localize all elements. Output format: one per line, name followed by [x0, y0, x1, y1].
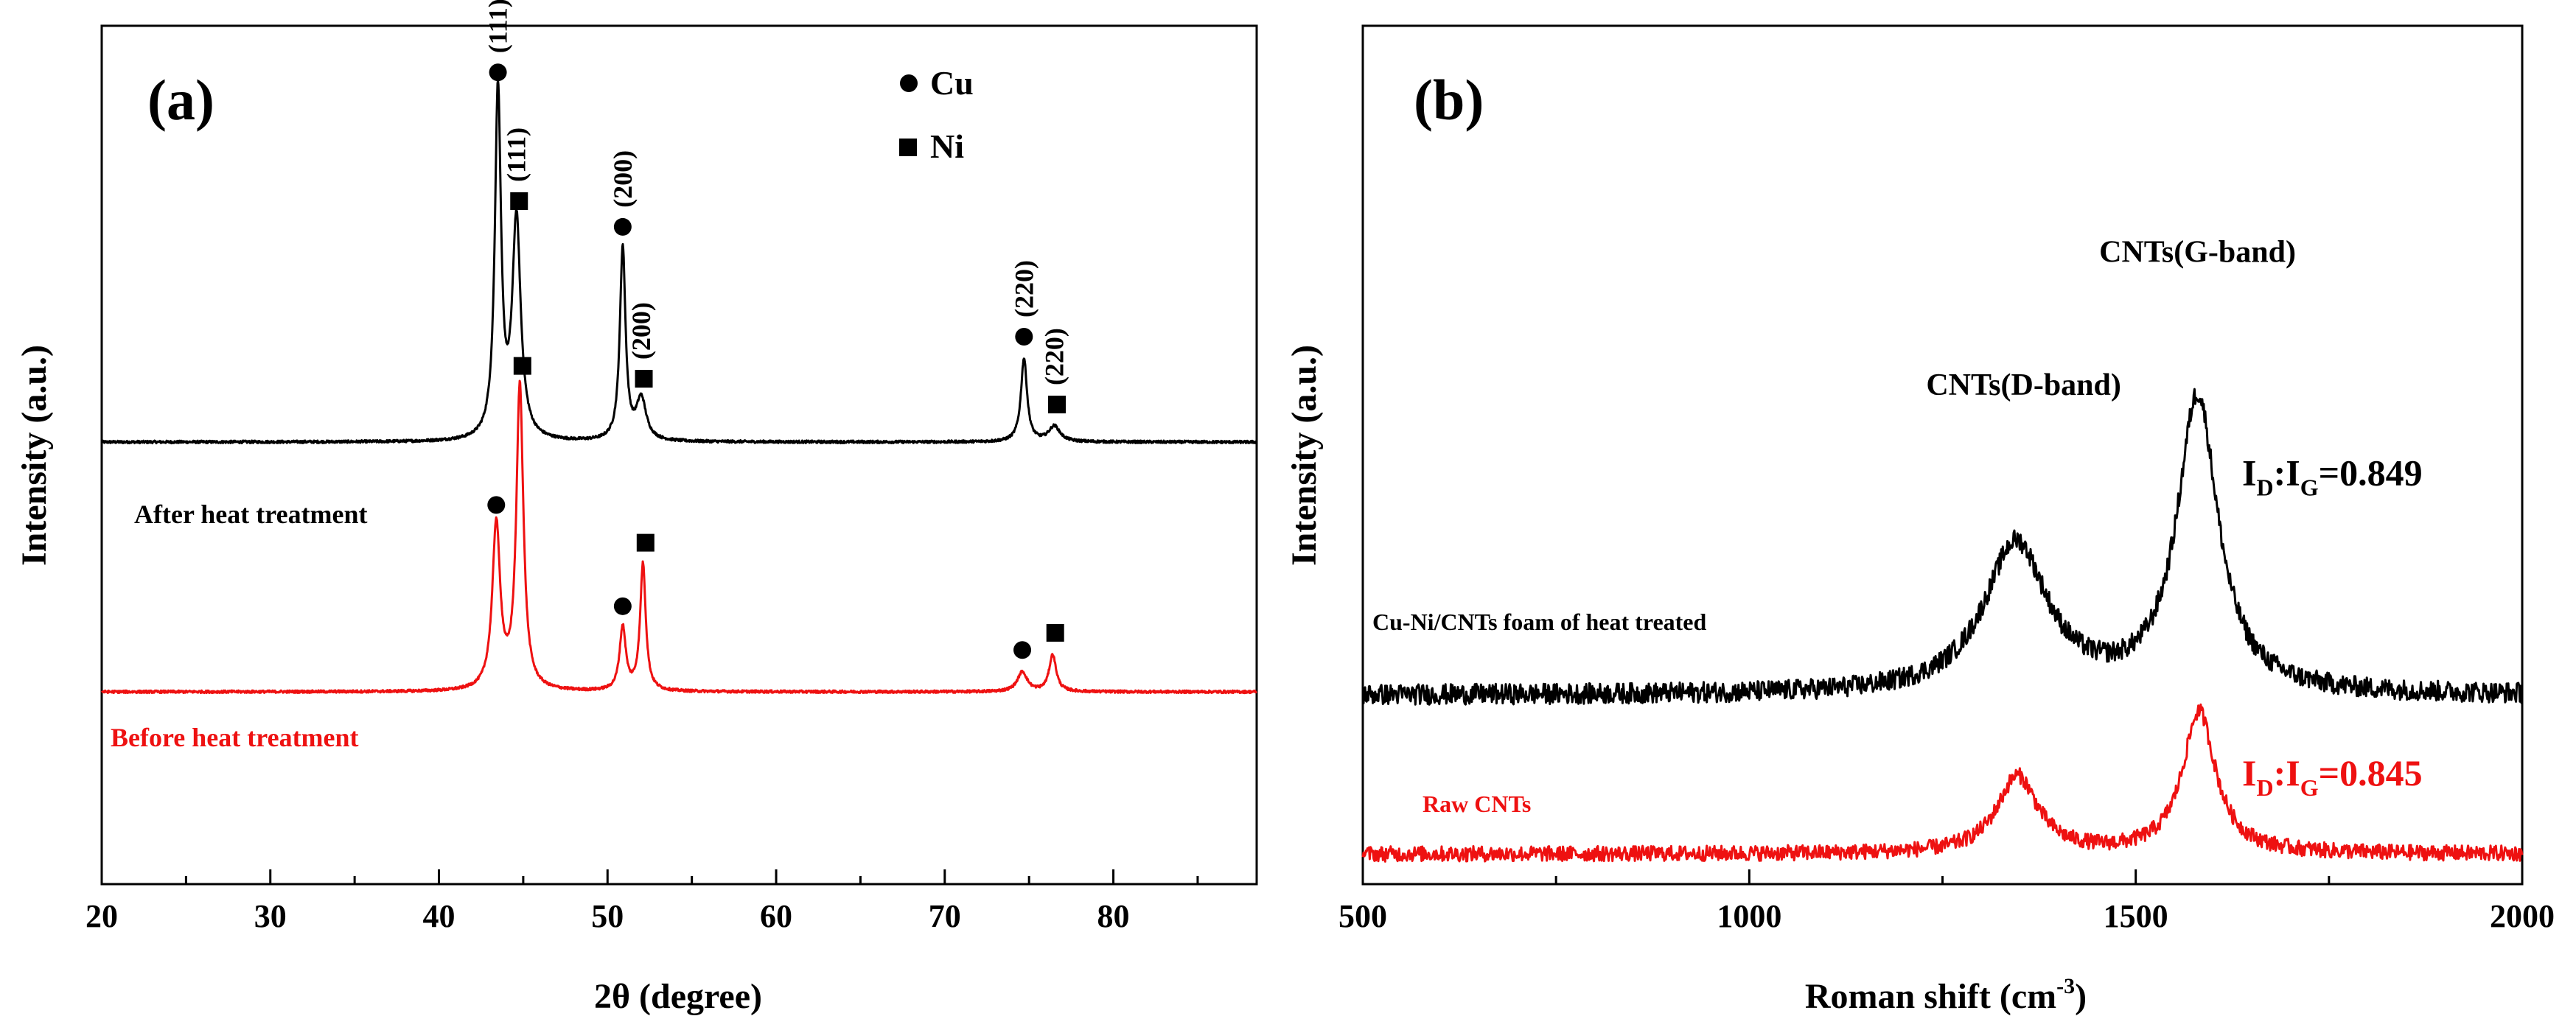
cu-peak-marker [1013, 641, 1032, 659]
ni-peak-marker [1046, 623, 1064, 642]
cu-peak-marker [613, 597, 632, 615]
id-ig-ratio-raw: ID:IG=0.845 [2242, 752, 2423, 801]
panel-a-y-axis-title: Intensity (a.u.) [15, 345, 54, 566]
cu-peak-marker [489, 63, 507, 82]
series-line-cu-ni-cnts-foam-of-heat-treated [1361, 388, 2524, 706]
panel-b-x-axis-title: Roman shift (cm-3) [1805, 974, 2087, 1016]
ni-peak-marker [510, 192, 528, 210]
legend-ni-label: Ni [930, 127, 964, 165]
series-line-raw-cnts [1361, 703, 2524, 863]
panel-a-traces [100, 79, 1258, 695]
panel-b-label: (b) [1414, 68, 1484, 132]
x-tick-label: 70 [929, 898, 961, 934]
panel-b-y-axis-title: Intensity (a.u.) [1285, 345, 1324, 566]
panel-a-phase-markers [487, 63, 1066, 659]
legend-ni-square-marker [899, 139, 917, 156]
hkl-label-cu: (111) [484, 0, 513, 53]
ni-peak-marker [635, 370, 653, 388]
x-tick-label: 2000 [2490, 898, 2555, 934]
x-tick-label: 60 [760, 898, 792, 934]
legend-cu-circle-marker [900, 74, 918, 92]
panel-b-raman-chart: 500 1000 1500 2000 (b) CNTs(D-band) CNTs(G-… [1285, 24, 2555, 1016]
cu-peak-marker [1015, 328, 1033, 346]
series-line-after-heat-treatment [100, 79, 1258, 445]
panel-b-x-axis: 500 1000 1500 2000 [1338, 869, 2555, 934]
x-tick-label: 50 [591, 898, 624, 934]
hkl-label-ni: (200) [626, 302, 656, 360]
heat-treated-series-label: Cu-Ni/CNTs foam of heat treated [1372, 609, 1707, 635]
d-band-annotation: CNTs(D-band) [1926, 368, 2121, 402]
id-ig-ratio-heat-treated: ID:IG=0.849 [2242, 452, 2423, 500]
panel-a-plot-frame [100, 24, 1258, 886]
panel-a-x-axis: 20 30 40 50 60 70 80 [85, 869, 1199, 934]
ni-peak-marker [636, 533, 655, 552]
hkl-label-ni: (111) [502, 127, 531, 182]
series-line-before-heat-treatment [100, 379, 1257, 695]
legend-cu-label: Cu [930, 64, 974, 102]
panel-b-traces [1361, 388, 2524, 863]
raw-cnts-series-label: Raw CNTs [1423, 791, 1531, 817]
ni-peak-marker [1047, 396, 1066, 414]
x-tick-label: 1500 [2104, 898, 2168, 934]
panel-a-label: (a) [147, 68, 214, 132]
hkl-label-cu: (200) [608, 150, 638, 208]
before-heat-treatment-label: Before heat treatment [111, 723, 359, 752]
x-tick-label: 80 [1097, 898, 1130, 934]
x-tick-label: 20 [85, 898, 118, 934]
hkl-label-cu: (220) [1009, 260, 1039, 318]
cu-peak-marker [487, 496, 506, 514]
after-heat-treatment-label: After heat treatment [134, 500, 368, 529]
hkl-label-ni: (220) [1039, 328, 1069, 385]
x-tick-label: 500 [1338, 898, 1387, 934]
ni-peak-marker [513, 357, 531, 375]
panel-a-x-axis-title: 2θ (degree) [594, 977, 762, 1016]
panel-a-legend: Cu Ni [899, 64, 974, 165]
cu-peak-marker [613, 217, 632, 236]
panel-a-hkl-labels: (111) (111) (200) (200) (220)(220) [484, 0, 1069, 385]
x-tick-label: 1000 [1717, 898, 1781, 934]
panel-a-xrd-chart: (111) (111) (200) (200) (220)(220) 20 30 40 50 6… [15, 0, 1258, 1016]
x-tick-label: 30 [254, 898, 287, 934]
g-band-annotation: CNTs(G-band) [2099, 235, 2296, 269]
x-tick-label: 40 [423, 898, 455, 934]
